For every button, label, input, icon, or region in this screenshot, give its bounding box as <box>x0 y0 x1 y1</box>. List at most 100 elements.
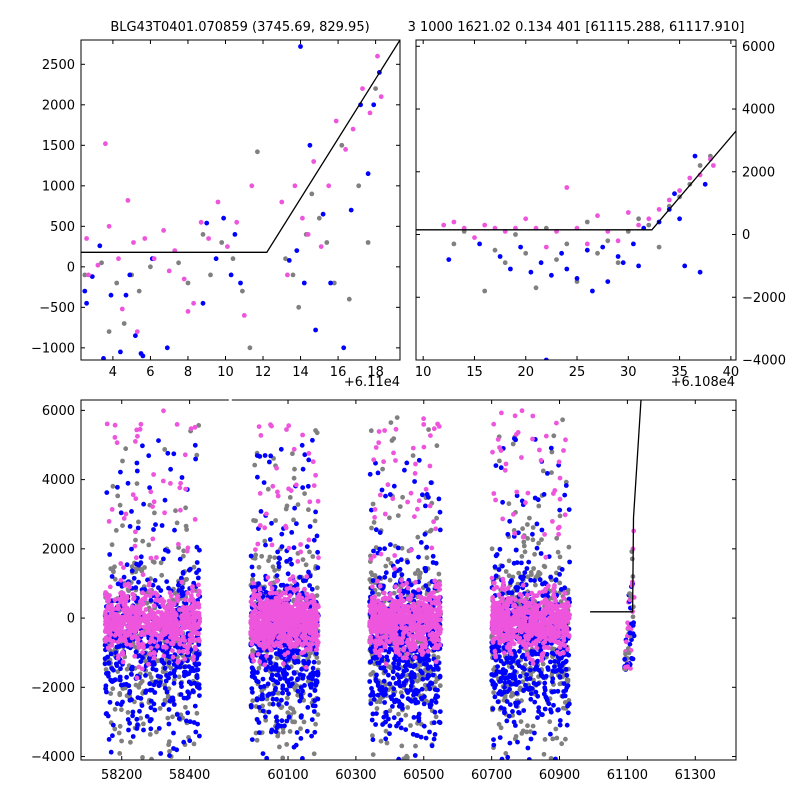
x-tick-label: 20 <box>517 365 534 380</box>
point-blue <box>174 665 179 670</box>
point-grey <box>148 732 153 737</box>
point-magenta <box>434 659 439 664</box>
point-magenta <box>119 578 124 583</box>
point-blue <box>152 682 157 687</box>
point-blue <box>163 498 168 503</box>
point-magenta <box>392 553 397 558</box>
point-grey <box>292 467 297 472</box>
point-blue <box>431 560 436 565</box>
point-magenta <box>161 228 166 233</box>
point-magenta <box>409 548 414 553</box>
point-magenta <box>163 631 168 636</box>
point-blue <box>390 704 395 709</box>
point-grey <box>183 505 188 510</box>
point-magenta <box>161 654 166 659</box>
point-magenta <box>393 458 398 463</box>
point-blue <box>279 583 284 588</box>
point-blue <box>167 660 172 665</box>
point-magenta <box>149 611 154 616</box>
point-magenta <box>421 416 426 421</box>
point-grey <box>108 691 113 696</box>
point-grey <box>250 698 255 703</box>
point-magenta <box>295 598 300 603</box>
point-blue <box>274 715 279 720</box>
point-grey <box>259 554 264 559</box>
point-blue <box>158 588 163 593</box>
point-magenta <box>154 555 159 560</box>
point-magenta <box>343 147 348 152</box>
point-magenta <box>431 590 436 595</box>
point-magenta <box>216 200 221 205</box>
point-blue <box>149 705 154 710</box>
point-grey <box>119 707 124 712</box>
point-magenta <box>416 587 421 592</box>
point-magenta <box>270 543 275 548</box>
point-magenta <box>150 537 155 542</box>
point-blue <box>508 267 513 272</box>
point-blue <box>402 468 407 473</box>
point-blue <box>417 718 422 723</box>
point-blue <box>115 701 120 706</box>
point-magenta <box>132 654 137 659</box>
point-grey <box>117 731 122 736</box>
point-blue <box>171 451 176 456</box>
point-grey <box>120 459 125 464</box>
point-blue <box>416 555 421 560</box>
point-blue <box>289 562 294 567</box>
point-magenta <box>186 546 191 551</box>
point-magenta <box>175 626 180 631</box>
point-blue <box>382 546 387 551</box>
point-blue <box>266 682 271 687</box>
point-blue <box>367 679 372 684</box>
point-blue <box>287 258 292 263</box>
x-tick-label: 10 <box>217 365 234 380</box>
point-magenta <box>409 491 414 496</box>
point-magenta <box>103 141 108 146</box>
point-grey <box>186 281 191 286</box>
point-magenta <box>162 510 167 515</box>
point-magenta <box>259 433 264 438</box>
point-blue <box>411 732 416 737</box>
point-blue <box>191 688 196 693</box>
point-magenta <box>657 207 662 212</box>
point-blue <box>108 700 113 705</box>
point-blue <box>383 736 388 741</box>
point-magenta <box>107 593 112 598</box>
point-blue <box>392 571 397 576</box>
point-blue <box>575 276 580 281</box>
point-magenta <box>407 645 412 650</box>
point-blue <box>294 521 299 526</box>
point-magenta <box>251 581 256 586</box>
point-blue <box>429 480 434 485</box>
point-magenta <box>421 422 426 427</box>
point-blue <box>301 659 306 664</box>
point-magenta <box>130 604 135 609</box>
point-grey <box>379 739 384 744</box>
point-magenta <box>303 639 308 644</box>
point-blue <box>172 702 177 707</box>
point-grey <box>435 443 440 448</box>
point-magenta <box>263 628 268 633</box>
point-magenta <box>190 584 195 589</box>
point-magenta <box>269 648 274 653</box>
point-blue <box>109 750 114 755</box>
point-magenta <box>164 609 169 614</box>
point-magenta <box>152 603 157 608</box>
point-blue <box>427 686 432 691</box>
point-grey <box>429 528 434 533</box>
point-blue <box>388 492 393 497</box>
point-blue <box>182 665 187 670</box>
point-blue <box>300 676 305 681</box>
point-magenta <box>374 629 379 634</box>
point-magenta <box>144 616 149 621</box>
point-magenta <box>160 602 165 607</box>
point-blue <box>302 683 307 688</box>
point-grey <box>266 558 271 563</box>
point-blue <box>129 672 134 677</box>
plot-area-bottom <box>103 400 642 762</box>
point-magenta <box>564 185 569 190</box>
point-blue <box>264 590 269 595</box>
point-magenta <box>225 244 230 249</box>
point-blue <box>431 554 436 559</box>
